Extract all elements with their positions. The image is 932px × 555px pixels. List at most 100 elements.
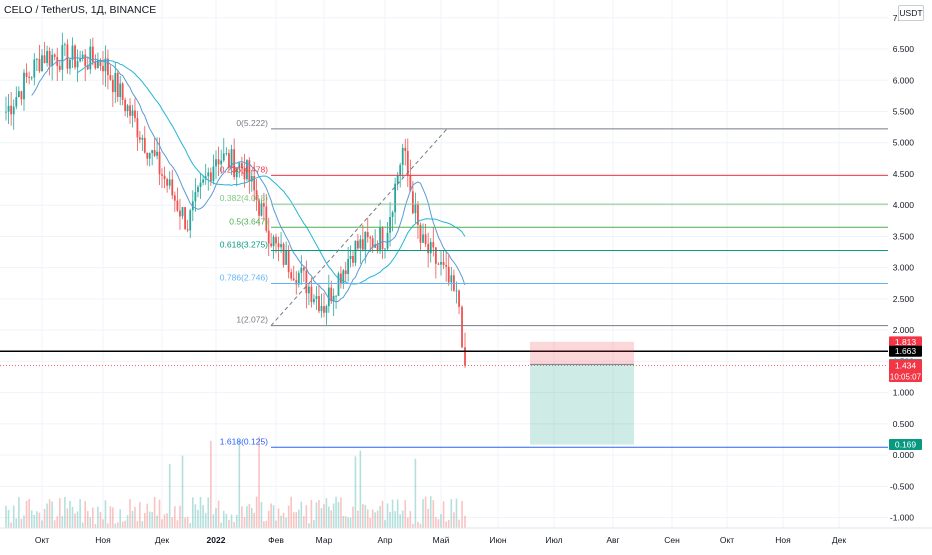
time-tick-label: Фев [268,535,284,545]
volume-bar [119,509,122,528]
candle-body [458,290,460,307]
volume-bar [97,506,99,528]
candle-body [207,172,210,177]
volume-bar [295,511,298,528]
volume-bar [41,520,43,528]
volume-bar [116,522,119,528]
volume-bar [179,505,181,528]
price-label-badge [889,345,922,357]
candle-body [250,176,253,182]
volume-bar [217,500,220,528]
volume-bar [109,506,112,528]
candle-body [116,72,119,97]
volume-bar [43,508,46,528]
volume-bar [30,510,33,528]
volume-bar [89,517,92,528]
volume-bar [38,512,41,528]
candle-body [282,244,285,265]
candle-body [447,266,450,283]
volume-bar [318,500,320,528]
volume-bar [342,515,345,528]
candle-body [151,150,154,154]
candle-body [267,230,270,244]
candle-body [235,168,238,178]
volume-bar [181,455,184,528]
volume-bar [282,512,285,528]
volume-bar [325,498,328,528]
candle-body [184,207,186,230]
candle-body [131,110,134,116]
candle-body [323,306,325,313]
volume-bar [36,511,38,528]
candle-body [327,287,330,307]
volume-bar [220,522,222,528]
volume-bar [359,450,362,528]
candle-body [305,270,308,294]
volume-bar [7,509,10,528]
volume-bar [432,500,435,528]
candle-body [141,137,144,140]
volume-bar [12,505,15,528]
volume-bar [48,499,51,528]
candle-body [404,147,407,151]
volume-bar [225,513,228,528]
volume-bar [255,496,258,528]
candle-body [248,160,251,182]
price-tick-label: -1.000 [890,513,914,523]
volume-bar [265,520,268,528]
volume-bar [134,506,136,528]
candle-body [161,174,163,176]
candle-body [347,258,350,274]
candle-body [330,287,333,302]
candle-body [432,242,435,248]
volume-bar [158,499,161,528]
candle-body [225,153,228,154]
volume-bar [66,508,69,528]
volume-bar [263,521,265,528]
candle-body [313,298,315,303]
volume-bar [455,498,458,528]
candle-body [81,54,84,58]
candle-body [419,224,422,243]
volume-bar [197,509,199,528]
candle-body [107,58,109,76]
volume-bar [424,496,427,528]
candle-body [272,236,275,247]
volume-bar [186,516,189,528]
fib-level-label: 1.618(0.125) [220,436,268,446]
volume-bar [315,502,318,528]
candle-body [104,58,107,72]
candle-body [61,45,64,70]
candle-body [243,168,246,180]
volume-bar [330,510,333,528]
position-stop-zone [530,341,634,365]
volume-bar [414,458,417,528]
candle-body [325,306,328,313]
price-tick-label: 4.500 [893,169,915,179]
price-tick-label: 6.500 [893,44,915,54]
time-tick-label: Окт [720,535,734,545]
price-label-text: 1.434 [895,361,917,371]
volume-bar [112,507,114,528]
candle-body [181,207,184,217]
volume-bar [241,506,243,528]
candle-body [197,186,199,193]
volume-bar [204,513,207,528]
volume-bar [335,496,337,528]
candle-body [379,227,381,252]
candle-body [79,57,82,62]
volume-bar [267,510,270,528]
volume-bar [396,499,399,528]
candle-body [409,174,412,192]
candle-body [241,163,243,169]
volume-bar [357,510,359,528]
currency-button[interactable]: USDT [898,5,924,21]
candle-body [369,237,372,239]
candle-body [258,199,260,216]
candle-body [434,247,437,264]
candle-body [121,83,124,100]
candle-body [46,50,48,63]
candle-body [51,54,54,66]
